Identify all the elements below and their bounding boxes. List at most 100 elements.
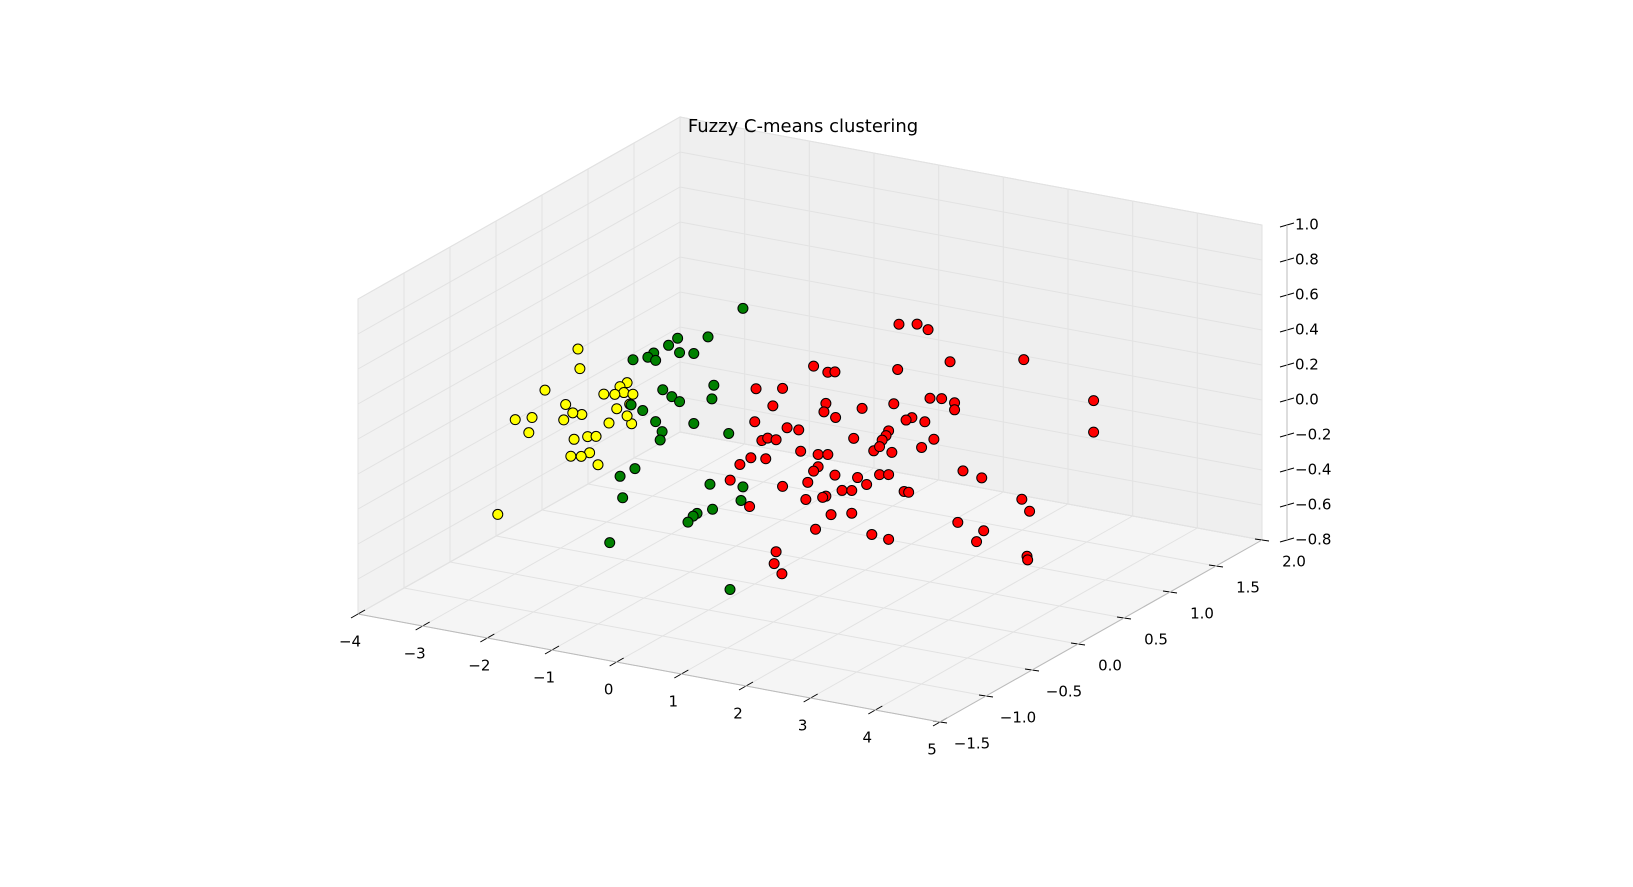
y-tick-label: −1.5 xyxy=(954,735,990,753)
x-tick-label: 0 xyxy=(604,681,614,699)
point xyxy=(590,430,602,442)
point xyxy=(663,339,675,351)
point xyxy=(971,536,983,548)
point xyxy=(861,478,873,490)
x-tick-label: 4 xyxy=(863,729,873,747)
point xyxy=(627,354,639,366)
point xyxy=(688,417,700,429)
point xyxy=(539,384,551,396)
point xyxy=(836,484,848,496)
point xyxy=(674,396,686,408)
point xyxy=(1088,395,1100,407)
grid-line xyxy=(357,186,681,370)
point xyxy=(949,404,961,416)
y-tick-label: 1.0 xyxy=(1190,605,1214,623)
point xyxy=(793,424,805,436)
point xyxy=(1022,554,1034,566)
point xyxy=(708,379,720,391)
point xyxy=(568,433,580,445)
point xyxy=(724,583,736,595)
point xyxy=(957,465,969,477)
point xyxy=(768,558,780,570)
point xyxy=(817,491,829,503)
grid-line xyxy=(357,221,681,405)
point xyxy=(745,452,757,464)
z-tick-label: 0.2 xyxy=(1295,356,1319,374)
point xyxy=(629,463,641,475)
point xyxy=(924,392,936,404)
point xyxy=(625,399,637,411)
point xyxy=(767,400,779,412)
grid-line xyxy=(357,291,681,475)
point xyxy=(903,486,915,498)
grid-line xyxy=(449,561,1033,671)
point xyxy=(575,450,587,462)
point xyxy=(637,405,649,417)
point xyxy=(688,347,700,359)
y-tick-label: −0.5 xyxy=(1046,683,1082,701)
point xyxy=(723,427,735,439)
point xyxy=(604,537,616,549)
point xyxy=(603,417,615,429)
z-tick-label: 0.8 xyxy=(1295,251,1319,269)
grid-line xyxy=(679,291,1263,401)
point xyxy=(672,332,684,344)
point xyxy=(936,393,948,405)
point xyxy=(560,399,572,410)
grid-line xyxy=(487,455,810,639)
point xyxy=(666,391,678,403)
z-tick-label: −0.4 xyxy=(1295,461,1331,479)
point xyxy=(800,493,812,505)
y-tick-label: 1.5 xyxy=(1236,579,1260,597)
point xyxy=(911,318,923,330)
point xyxy=(737,302,749,314)
grid-line xyxy=(495,535,1079,645)
grid-line xyxy=(357,151,681,335)
x-tick-label: −4 xyxy=(339,633,361,651)
point xyxy=(674,347,686,359)
point xyxy=(802,476,814,488)
axes: −4 −3 −2 −1 0 1 2 3 4 5 −1.5 −1.0 −0.5 0.0 0.5 1.0 1.5 2.… xyxy=(339,216,1332,759)
grid-line xyxy=(679,221,1263,331)
grid-line xyxy=(679,396,1263,506)
point xyxy=(892,364,904,375)
point xyxy=(922,324,934,336)
point xyxy=(770,546,782,558)
grid-line xyxy=(422,443,745,627)
y-tick-label: −1.0 xyxy=(1000,709,1036,727)
point xyxy=(598,388,610,400)
point xyxy=(848,432,860,444)
point xyxy=(657,384,669,396)
z-tick-label: −0.2 xyxy=(1295,426,1331,444)
point xyxy=(883,533,895,545)
y-tick-label: 0.5 xyxy=(1144,631,1168,649)
point xyxy=(574,363,586,375)
grid-line xyxy=(679,431,1263,541)
point xyxy=(750,383,762,395)
y-tick-label: 0.0 xyxy=(1098,657,1122,675)
x-tick-label: −3 xyxy=(404,645,426,663)
point xyxy=(572,343,584,355)
z-tick-label: −0.8 xyxy=(1295,531,1331,549)
point xyxy=(654,434,666,446)
grid-line xyxy=(357,431,681,615)
point xyxy=(928,433,940,445)
x-tick-label: 5 xyxy=(927,741,937,759)
y-tick-label: 2.0 xyxy=(1282,553,1306,571)
chart-title: Fuzzy C-means clustering xyxy=(688,116,918,137)
x-tick-label: 3 xyxy=(798,717,808,735)
point xyxy=(812,448,824,460)
point xyxy=(611,403,623,415)
point xyxy=(952,516,964,528)
grid-line xyxy=(681,491,1004,675)
point xyxy=(829,469,841,481)
y-axis-line xyxy=(939,539,1263,723)
point xyxy=(702,331,714,343)
point xyxy=(617,492,629,504)
x-tick-label: 2 xyxy=(733,705,743,723)
point xyxy=(886,446,898,458)
grid-line xyxy=(587,483,1171,593)
point xyxy=(749,416,761,428)
point xyxy=(704,478,716,490)
point xyxy=(888,398,900,410)
